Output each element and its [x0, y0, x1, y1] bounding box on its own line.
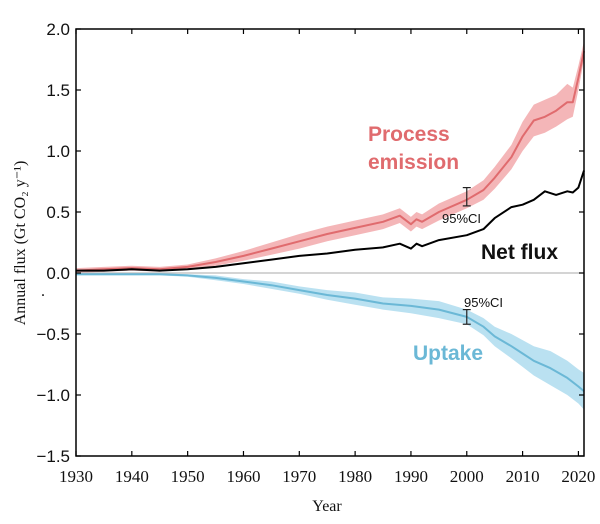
series-lines — [75, 50, 585, 393]
y-tick-label: 1.5 — [46, 81, 70, 100]
x-tick-label: 1980 — [338, 467, 372, 486]
annotation-uptake: Uptake — [413, 342, 483, 365]
y-tick-label: −0.5 — [36, 325, 70, 344]
x-axis-ticks: 1930 1940 1950 1960 1970 1980 1990 2000 2010 2020 — [59, 29, 595, 486]
y-tick-label: 1.0 — [46, 142, 70, 161]
annotation-ci-process: 95%CI — [442, 211, 481, 226]
y-tick-label: 0.0 — [46, 264, 70, 283]
x-tick-label: 1950 — [171, 467, 205, 486]
x-tick-label: 2010 — [506, 467, 540, 486]
y-axis-title: Annual flux (Gt CO₂ y⁻¹) — [12, 161, 29, 326]
ci-band-uptake — [76, 273, 584, 410]
series-line-process-emission — [75, 50, 585, 272]
annotation-ci-uptake: 95%CI — [464, 295, 503, 310]
x-tick-label: 1940 — [115, 467, 149, 486]
x-tick-label: 1960 — [226, 467, 260, 486]
x-tick-label: 2000 — [450, 467, 484, 486]
plot-frame — [75, 28, 585, 457]
y-tick-label: −1.0 — [36, 386, 70, 405]
annotation-emission: emission — [368, 151, 459, 174]
x-tick-label: 1930 — [59, 467, 93, 486]
ci-errorbars — [462, 187, 471, 325]
y-tick-label: 2.0 — [46, 20, 70, 39]
y-axis-ticks: 2.0 1.5 1.0 0.5 0.0 −0.5 −1.0 −1.5 — [36, 20, 584, 466]
ci-band-process-emission — [76, 41, 584, 274]
ci-bands — [76, 41, 584, 410]
annotation-net-flux: Net flux — [481, 241, 558, 264]
series-line-uptake — [76, 273, 585, 393]
x-tick-label: 1970 — [282, 467, 316, 486]
y-axis-dot: . — [41, 283, 45, 300]
y-tick-label: 0.5 — [46, 203, 70, 222]
annotation-process: Process — [368, 123, 450, 146]
x-tick-label: 2020 — [561, 467, 595, 486]
y-tick-label: −1.5 — [36, 447, 70, 466]
x-axis-title: Year — [312, 498, 342, 515]
series-line-net-flux — [76, 170, 585, 272]
x-tick-label: 1990 — [394, 467, 428, 486]
